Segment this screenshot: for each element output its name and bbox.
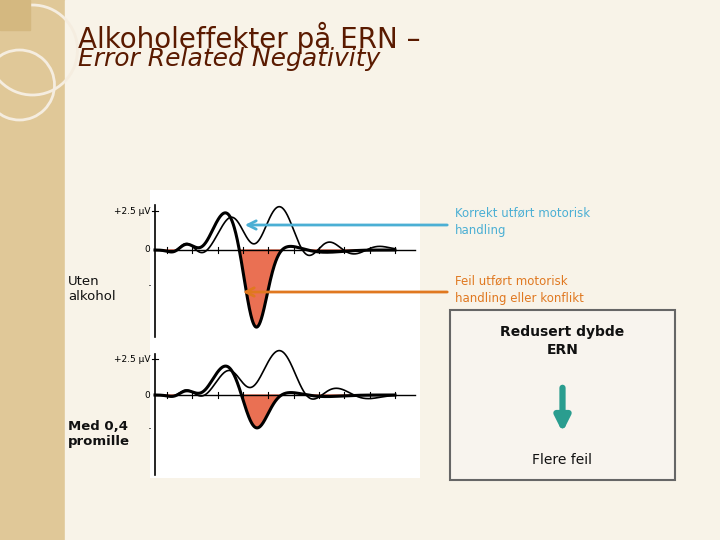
Text: Med 0,4
promille: Med 0,4 promille xyxy=(68,420,130,448)
Bar xyxy=(0,0,30,30)
Text: +2.5 μV: +2.5 μV xyxy=(114,355,150,364)
Text: +2.5 μV: +2.5 μV xyxy=(114,206,150,215)
Text: Flere feil: Flere feil xyxy=(533,453,593,467)
Text: Error Related Negativity: Error Related Negativity xyxy=(78,47,380,71)
Text: .: . xyxy=(148,276,152,289)
Bar xyxy=(0,0,65,540)
Bar xyxy=(150,340,420,477)
Text: Korrekt utført motorisk
handling: Korrekt utført motorisk handling xyxy=(455,207,590,237)
Text: Redusert dybde
ERN: Redusert dybde ERN xyxy=(500,325,625,357)
Text: 0: 0 xyxy=(144,390,150,400)
Text: Alkoholeffekter på ERN –: Alkoholeffekter på ERN – xyxy=(78,22,420,54)
Text: 0: 0 xyxy=(144,246,150,254)
Text: Uten
alkohol: Uten alkohol xyxy=(68,275,116,303)
Text: Feil utført motorisk
handling eller konflikt: Feil utført motorisk handling eller konf… xyxy=(455,275,584,305)
Text: .: . xyxy=(148,418,152,432)
Bar xyxy=(450,310,675,480)
Bar xyxy=(150,190,420,340)
